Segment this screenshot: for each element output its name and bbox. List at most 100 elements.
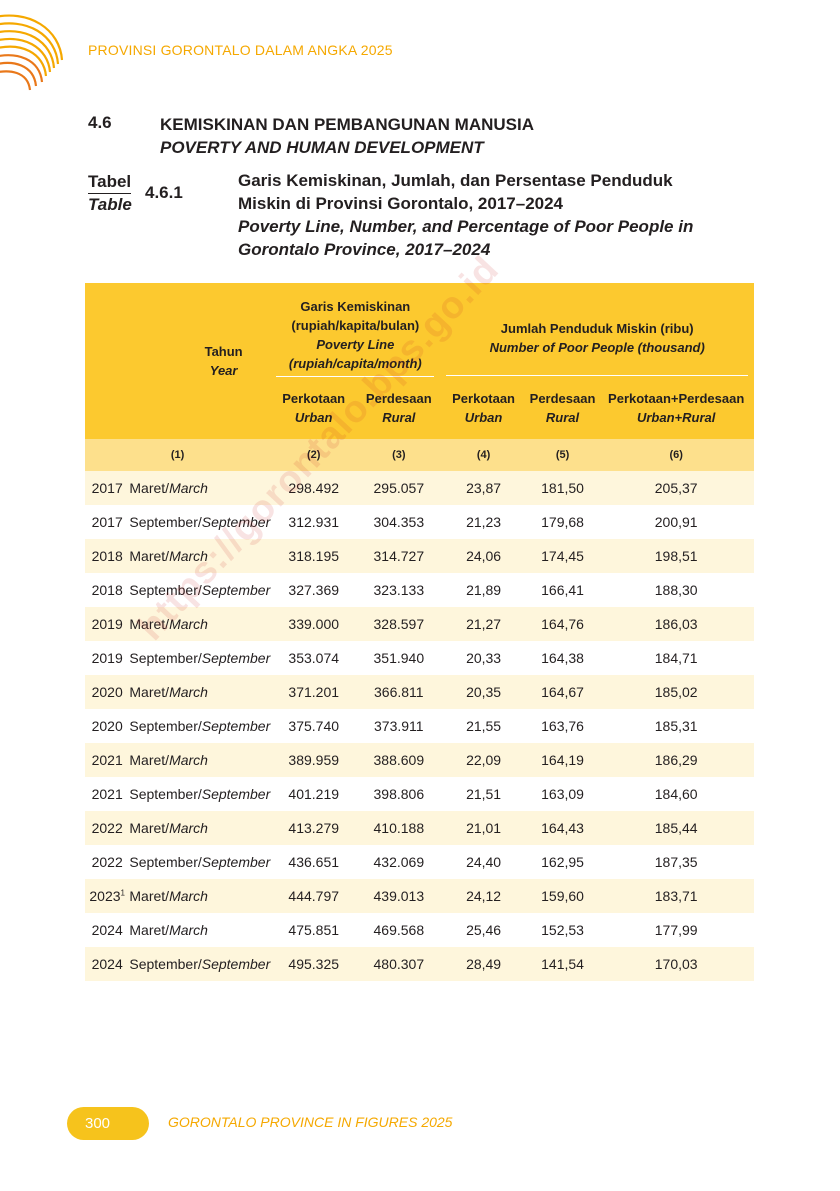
cell-poor-rural: 164,38 — [541, 650, 584, 666]
table-label-en: Table — [88, 195, 132, 214]
period-id: September/ — [129, 650, 202, 666]
table-title-id-line2: Miskin di Provinsi Gorontalo, 2017–2024 — [238, 194, 564, 213]
period-en: March — [169, 752, 208, 768]
header-gk-rural: Perdesaan Rural — [357, 377, 441, 439]
poverty-table: Tahun Year Garis Kemiskinan (rupiah/kapi… — [85, 283, 754, 981]
cell-poor-rural: 164,43 — [526, 811, 599, 845]
year-text: 2019 — [91, 616, 123, 632]
cell-gk-urban: 389.959 — [270, 743, 358, 777]
cell-poor-urban: 21,01 — [440, 811, 527, 845]
cell-period: Maret/March — [129, 471, 271, 505]
cell-poor-total: 184,71 — [654, 650, 698, 666]
cell-gk-rural: 366.811 — [357, 675, 441, 709]
cell-year: 2018 — [85, 539, 130, 573]
period-en: March — [169, 888, 208, 904]
column-number-row: (1) (2) (3) (4) (5) (6) — [85, 439, 754, 471]
year-text: 2021 — [91, 786, 123, 802]
cell-period: Maret/March — [129, 675, 271, 709]
cell-gk-urban: 495.325 — [270, 947, 358, 981]
table-row: 2024 September/September 495.325 480.307 28,… — [85, 947, 754, 981]
cell-poor-urban: 21,51 — [466, 786, 502, 802]
year-text: 2020 — [91, 718, 123, 734]
page-number-badge: 300 — [67, 1107, 149, 1140]
year-text: 2018 — [91, 548, 123, 564]
year-text: 2020 — [91, 684, 123, 700]
cell-period: Maret/March — [129, 913, 270, 947]
cell-poor-total: 183,71 — [598, 879, 754, 913]
cell-poor-urban: 23,87 — [440, 471, 527, 505]
cell-poor-total: 185,31 — [654, 718, 698, 734]
cell-gk-rural: 304.353 — [373, 514, 425, 530]
cell-year: 2019 — [85, 641, 129, 675]
header-year: Tahun Year — [85, 283, 271, 439]
period-id: Maret/ — [129, 752, 170, 768]
cell-poor-total: 186,03 — [598, 607, 754, 641]
cell-poor-rural: 163,76 — [541, 718, 584, 734]
cell-poor-total: 186,29 — [598, 743, 754, 777]
table-row: 2017 Maret/March 298.492 295.057 23,87 181,50… — [85, 471, 754, 505]
cell-poor-urban: 21,89 — [466, 582, 502, 598]
cell-poor-urban: 21,27 — [440, 607, 527, 641]
decorative-swoosh-logo — [0, 14, 64, 91]
cell-poor-urban: 22,09 — [440, 743, 527, 777]
cell-poor-urban: 21,23 — [466, 514, 502, 530]
cell-gk-urban: 298.492 — [270, 471, 358, 505]
year-text: 2021 — [91, 752, 123, 768]
section-title-id: KEMISKINAN DAN PEMBANGUNAN MANUSIA — [160, 115, 534, 134]
header-urban-id: Perkotaan — [282, 391, 346, 406]
cell-gk-urban: 371.201 — [270, 675, 358, 709]
table-row: 2022 September/September 436.651 432.069 24,… — [85, 845, 754, 879]
cell-gk-rural: 351.940 — [373, 650, 425, 666]
table-title: Garis Kemiskinan, Jumlah, dan Persentase… — [238, 169, 778, 261]
table-row: 2021 September/September 401.219 398.806 21,… — [85, 777, 754, 811]
header-poor-rural: Perdesaan Rural — [526, 377, 599, 439]
cell-poor-rural: 164,19 — [526, 743, 599, 777]
header-urban-en: Urban — [294, 410, 333, 425]
section-title: KEMISKINAN DAN PEMBANGUNAN MANUSIA POVER… — [160, 113, 534, 159]
table-header: Tahun Year Garis Kemiskinan (rupiah/kapi… — [85, 283, 754, 471]
header-year-id: Tahun — [204, 344, 243, 359]
period-en: September — [201, 854, 271, 870]
year-text: 2023 — [89, 888, 121, 904]
cell-poor-urban: 28,49 — [440, 947, 527, 981]
header-rural-id: Perdesaan — [365, 391, 432, 406]
cell-poor-urban: 20,33 — [466, 650, 502, 666]
cell-period: September/September — [129, 641, 270, 675]
header-poverty-line-1: Garis Kemiskinan — [300, 299, 411, 314]
cell-gk-rural: 295.057 — [357, 471, 441, 505]
year-text: 2024 — [91, 922, 123, 938]
cell-poor-urban: 20,35 — [440, 675, 527, 709]
cell-gk-rural: 480.307 — [357, 947, 441, 981]
header-total-id: Perkotaan+Perdesaan — [608, 391, 745, 406]
section-number: 4.6 — [88, 113, 112, 132]
table-title-en-line1: Poverty Line, Number, and Percentage of … — [238, 217, 694, 236]
period-id: September/ — [129, 718, 202, 734]
period-id: September/ — [129, 854, 202, 870]
period-en: March — [169, 480, 208, 496]
header-urban-en: Urban — [464, 410, 503, 425]
cell-poor-rural: 164,67 — [526, 675, 599, 709]
cell-year: 2022 — [85, 845, 129, 879]
cell-gk-urban: 353.074 — [288, 650, 340, 666]
table-row: 2019 Maret/March 339.000 328.597 21,27 164,76… — [85, 607, 754, 641]
table-title-en-line2: Gorontalo Province, 2017–2024 — [238, 240, 491, 259]
cell-year: 2017 — [85, 471, 130, 505]
running-header: PROVINSI GORONTALO DALAM ANGKA 2025 — [88, 42, 393, 58]
cell-period: September/September — [129, 777, 270, 811]
table-label-id: Tabel — [88, 171, 132, 194]
cell-gk-urban: 475.851 — [288, 922, 340, 938]
cell-year: 20231 — [85, 879, 130, 913]
header-rural-en: Rural — [382, 410, 416, 425]
cell-year: 2022 — [85, 811, 130, 845]
cell-period: September/September — [129, 505, 270, 539]
year-text: 2022 — [91, 854, 123, 870]
header-divider — [276, 376, 435, 377]
header-gk-urban: Perkotaan Urban — [270, 377, 358, 439]
cell-gk-urban: 312.931 — [288, 514, 340, 530]
cell-gk-rural: 314.727 — [357, 539, 441, 573]
table-row: 2024 Maret/March 475.851 469.568 25,46 152,53… — [85, 913, 754, 947]
header-divider — [446, 374, 748, 376]
year-footnote: 1 — [120, 888, 125, 898]
poverty-table-wrapper: Tahun Year Garis Kemiskinan (rupiah/kapi… — [85, 283, 754, 981]
header-poverty-line-3: Poverty Line — [316, 337, 395, 352]
